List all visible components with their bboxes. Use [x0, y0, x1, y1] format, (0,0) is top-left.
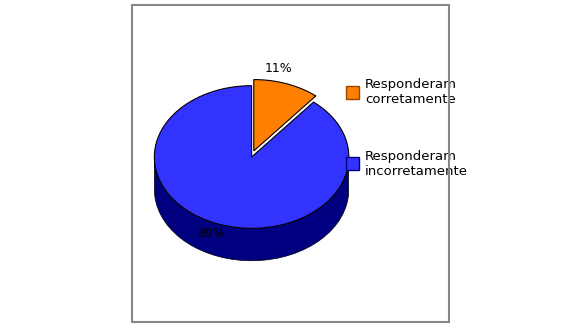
Text: Responderam
corretamente: Responderam corretamente: [365, 78, 457, 106]
Polygon shape: [254, 79, 316, 151]
Text: Responderam
incorretamente: Responderam incorretamente: [365, 149, 468, 178]
Text: 11%: 11%: [264, 62, 292, 75]
FancyBboxPatch shape: [346, 157, 358, 170]
FancyBboxPatch shape: [346, 86, 358, 99]
Polygon shape: [155, 86, 349, 228]
Text: 89%: 89%: [197, 227, 225, 240]
Polygon shape: [155, 160, 349, 261]
